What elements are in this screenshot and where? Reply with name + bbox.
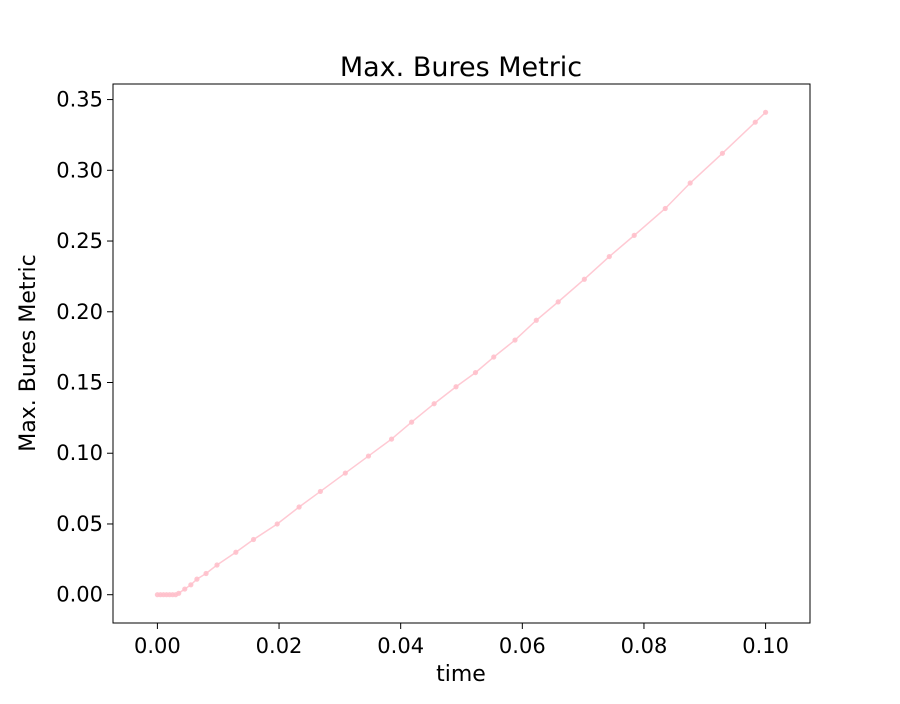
data-point: [687, 180, 693, 186]
x-tick-label: 0.10: [742, 634, 789, 658]
y-tick-label: 0.35: [56, 88, 103, 112]
data-point: [188, 582, 194, 588]
y-tick-label: 0.15: [56, 371, 103, 395]
data-point: [453, 384, 459, 390]
x-axis-label: time: [436, 662, 486, 687]
data-point: [194, 576, 200, 582]
y-tick-label: 0.10: [56, 441, 103, 465]
y-tick-label: 0.05: [56, 512, 103, 536]
data-point: [274, 521, 280, 527]
x-axis: 0.00 0.02 0.04 0.06 0.08 0.10: [134, 623, 789, 658]
data-point: [203, 570, 209, 577]
data-point: [342, 470, 348, 476]
chart-title: Max. Bures Metric: [340, 52, 582, 83]
y-axis-label: Max. Bures Metric: [16, 254, 41, 451]
x-tick-label: 0.00: [134, 634, 181, 658]
x-tick-label: 0.06: [499, 634, 546, 658]
data-point: [533, 317, 539, 323]
data-point: [662, 205, 668, 212]
x-tick-label: 0.02: [256, 634, 303, 658]
data-point: [409, 419, 415, 425]
data-point: [472, 369, 479, 376]
data-point: [631, 232, 637, 238]
y-tick-label: 0.00: [56, 583, 103, 607]
data-point: [250, 536, 257, 543]
data-point: [555, 299, 561, 305]
data-point: [317, 488, 323, 495]
y-tick-label: 0.25: [56, 229, 103, 253]
data-point: [491, 354, 497, 360]
plot-area: [113, 84, 810, 623]
data-point: [763, 109, 769, 115]
y-axis: 0.00 0.05 0.10 0.15 0.20 0.25 0.30 0.35: [56, 88, 113, 607]
data-point: [388, 436, 395, 442]
series-layer: [154, 109, 769, 598]
data-point: [176, 590, 182, 596]
data-point: [365, 453, 372, 459]
data-point: [431, 401, 437, 407]
data-point: [182, 586, 188, 592]
data-point: [581, 276, 587, 282]
x-tick-label: 0.04: [377, 634, 424, 658]
plot-frame: [112, 83, 811, 624]
data-point: [719, 150, 726, 156]
data-point: [296, 504, 302, 510]
data-point: [214, 562, 220, 568]
data-point: [752, 119, 758, 125]
data-point: [233, 549, 239, 555]
data-point: [606, 253, 612, 260]
y-tick-label: 0.20: [56, 300, 103, 324]
x-tick-label: 0.08: [621, 634, 668, 658]
y-tick-label: 0.30: [56, 158, 103, 182]
data-point: [512, 337, 518, 343]
